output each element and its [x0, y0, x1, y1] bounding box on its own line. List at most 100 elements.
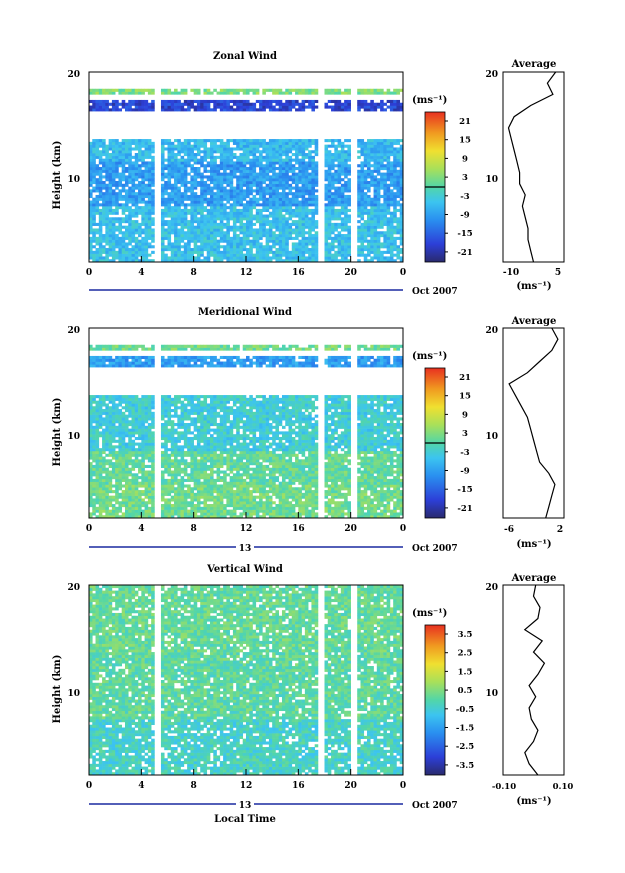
- heatmap-cell: [187, 253, 191, 257]
- heatmap-cell: [164, 445, 168, 449]
- heatmap-cell: [344, 239, 348, 243]
- heatmap-cell: [311, 164, 315, 168]
- heatmap-cell: [357, 91, 361, 95]
- heatmap-cell: [147, 442, 152, 446]
- heatmap-cell: [180, 222, 185, 226]
- heatmap-cell: [177, 158, 181, 162]
- heatmap-cell: [147, 439, 152, 443]
- heatmap-cell: [160, 397, 165, 401]
- heatmap-cell: [344, 225, 348, 229]
- heatmap-cell: [262, 158, 266, 162]
- heatmap-cell: [232, 91, 237, 95]
- heatmap-cell: [151, 498, 155, 502]
- heatmap-cell: [232, 164, 237, 168]
- heatmap-cell: [288, 208, 293, 212]
- heatmap-cell: [102, 259, 106, 263]
- heatmap-cell: [383, 234, 387, 238]
- heatmap-cell: [141, 150, 145, 154]
- heatmap-cell: [340, 245, 345, 249]
- heatmap-cell: [259, 139, 263, 143]
- heatmap-cell: [229, 259, 234, 263]
- heatmap-cell: [393, 183, 397, 187]
- heatmap-cell: [216, 225, 221, 229]
- heatmap-cell: [370, 239, 374, 243]
- heatmap-cell: [324, 259, 329, 263]
- heatmap-cell: [383, 172, 387, 176]
- heatmap-cell: [386, 91, 391, 95]
- heatmap-cell: [138, 211, 142, 215]
- heatmap-cell: [151, 431, 155, 435]
- heatmap-cell: [242, 153, 247, 157]
- heatmap-cell: [131, 414, 136, 418]
- heatmap-cell: [340, 206, 345, 210]
- heatmap-cell: [98, 459, 103, 463]
- heatmap-cell: [216, 155, 221, 159]
- heatmap-cell: [334, 214, 338, 218]
- heatmap-cell: [128, 487, 132, 491]
- heatmap-cell: [111, 167, 116, 171]
- heatmap-cell: [167, 242, 172, 246]
- heatmap-cell: [111, 445, 116, 449]
- heatmap-cell: [324, 169, 329, 173]
- heatmap-cell: [131, 222, 136, 226]
- heatmap-cell: [373, 228, 378, 232]
- heatmap-cell: [278, 217, 283, 221]
- heatmap-cell: [285, 245, 289, 249]
- heatmap-cell: [108, 220, 113, 224]
- heatmap-cell: [131, 395, 136, 399]
- heatmap-cell: [389, 259, 394, 263]
- heatmap-cell: [190, 239, 194, 243]
- heatmap-cell: [386, 183, 391, 187]
- heatmap-cell: [219, 192, 224, 196]
- heatmap-cell: [121, 158, 126, 162]
- heatmap-cell: [147, 428, 152, 432]
- heatmap-cell: [298, 259, 302, 263]
- heatmap-cell: [291, 220, 296, 224]
- heatmap-cell: [259, 158, 263, 162]
- heatmap-cell: [138, 501, 142, 505]
- heatmap-cell: [131, 147, 136, 151]
- heatmap-cell: [151, 228, 155, 232]
- heatmap-cell: [383, 150, 387, 154]
- heatmap-cell: [389, 167, 394, 171]
- heatmap-cell: [160, 248, 165, 252]
- heatmap-cell: [399, 108, 404, 112]
- heatmap-cell: [255, 155, 260, 159]
- heatmap-cell: [196, 253, 201, 257]
- heatmap-cell: [190, 192, 194, 196]
- heatmap-cell: [298, 189, 302, 193]
- heatmap-cell: [386, 256, 391, 260]
- heatmap-cell: [147, 91, 152, 95]
- heatmap-cell: [399, 225, 404, 229]
- heatmap-cell: [151, 158, 155, 162]
- heatmap-cell: [138, 400, 142, 404]
- heatmap-cell: [105, 498, 109, 502]
- heatmap-cell: [232, 242, 237, 246]
- heatmap-cell: [249, 167, 253, 171]
- heatmap-cell: [121, 436, 126, 441]
- heatmap-cell: [95, 105, 100, 109]
- heatmap-cell: [102, 487, 106, 491]
- heatmap-cell: [219, 161, 224, 165]
- heatmap-cell: [147, 409, 152, 413]
- heatmap-cell: [134, 172, 139, 176]
- heatmap-cell: [311, 228, 315, 232]
- heatmap-cell: [314, 225, 319, 229]
- heatmap-cell: [102, 197, 106, 201]
- heatmap-cell: [236, 161, 240, 165]
- heatmap-cell: [304, 211, 309, 215]
- heatmap-cell: [170, 155, 175, 159]
- heatmap-cell: [92, 169, 96, 173]
- heatmap-cell: [92, 506, 96, 510]
- heatmap-cell: [134, 153, 139, 157]
- heatmap-cell: [210, 108, 214, 112]
- heatmap-cell: [98, 105, 103, 109]
- heatmap-cell: [105, 406, 109, 410]
- heatmap-cell: [151, 220, 155, 224]
- heatmap-cell: [98, 214, 103, 218]
- heatmap-cell: [180, 208, 185, 212]
- heatmap-cell: [291, 169, 296, 173]
- heatmap-cell: [138, 467, 142, 471]
- heatmap-cell: [111, 467, 116, 471]
- heatmap-cell: [105, 439, 109, 443]
